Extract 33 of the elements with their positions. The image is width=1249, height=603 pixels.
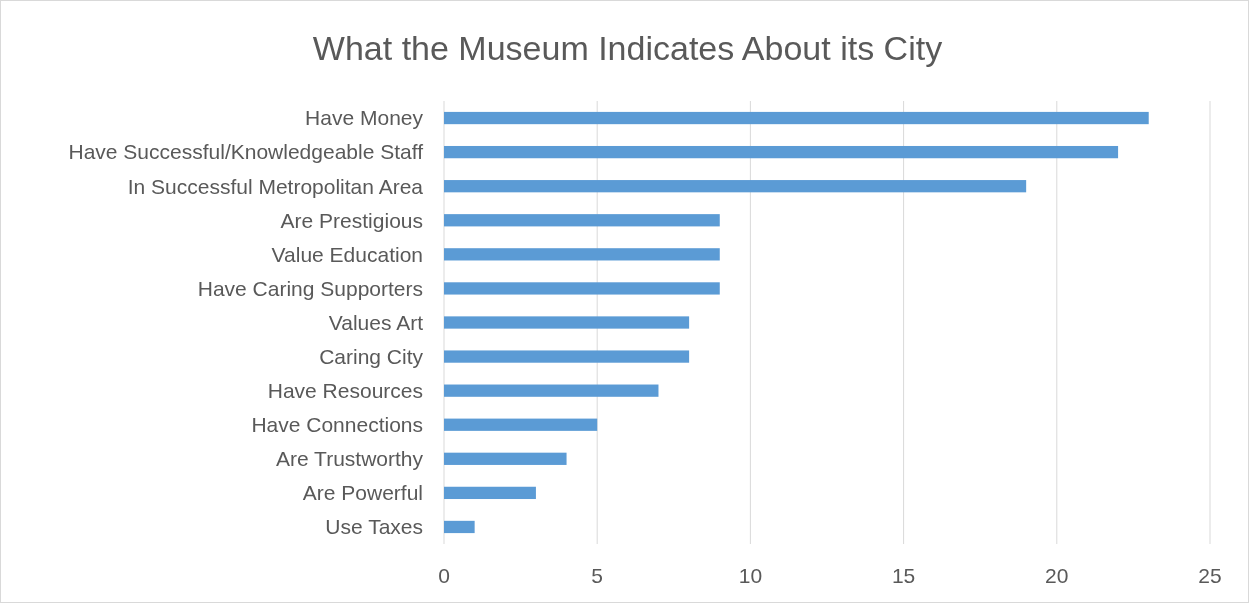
y-tick-label: Have Successful/Knowledgeable Staff — [68, 140, 424, 164]
x-tick-label: 5 — [591, 564, 604, 587]
bar — [444, 214, 720, 227]
bar — [444, 282, 720, 295]
y-tick-label: Have Connections — [251, 413, 423, 437]
y-tick-label: Have Money — [305, 106, 424, 130]
y-tick-label: Have Caring Supporters — [197, 276, 423, 300]
y-tick-label: Value Education — [271, 242, 423, 266]
bar — [444, 111, 1149, 125]
y-tick-label: Values Art — [328, 310, 424, 334]
bar — [444, 384, 659, 397]
y-tick-label: Have Resources — [267, 379, 423, 402]
y-tick-label: Are Prestigious — [280, 208, 423, 232]
bar — [444, 350, 690, 363]
y-tick-label: Are Powerful — [302, 481, 423, 505]
y-tick-label: Are Trustworthy — [275, 447, 424, 471]
x-tick-label: 25 — [1198, 564, 1222, 587]
x-tick-label: 0 — [438, 564, 450, 587]
x-tick-label: 15 — [891, 564, 916, 587]
y-tick-label: In Successful Metropolitan Area — [127, 174, 424, 198]
y-tick-label: Caring City — [319, 344, 424, 368]
bar — [444, 180, 1027, 193]
chart-title: What the Museum Indicates About its City — [312, 29, 943, 67]
x-tick-label: 10 — [738, 564, 763, 587]
bar — [444, 520, 475, 534]
x-tick-label: 20 — [1045, 564, 1069, 587]
bar — [444, 248, 720, 261]
bar — [444, 486, 536, 500]
bar — [444, 145, 1119, 159]
bar — [444, 316, 690, 329]
y-tick-label: Use Taxes — [325, 515, 423, 539]
bar — [444, 452, 567, 465]
bar — [444, 418, 598, 431]
